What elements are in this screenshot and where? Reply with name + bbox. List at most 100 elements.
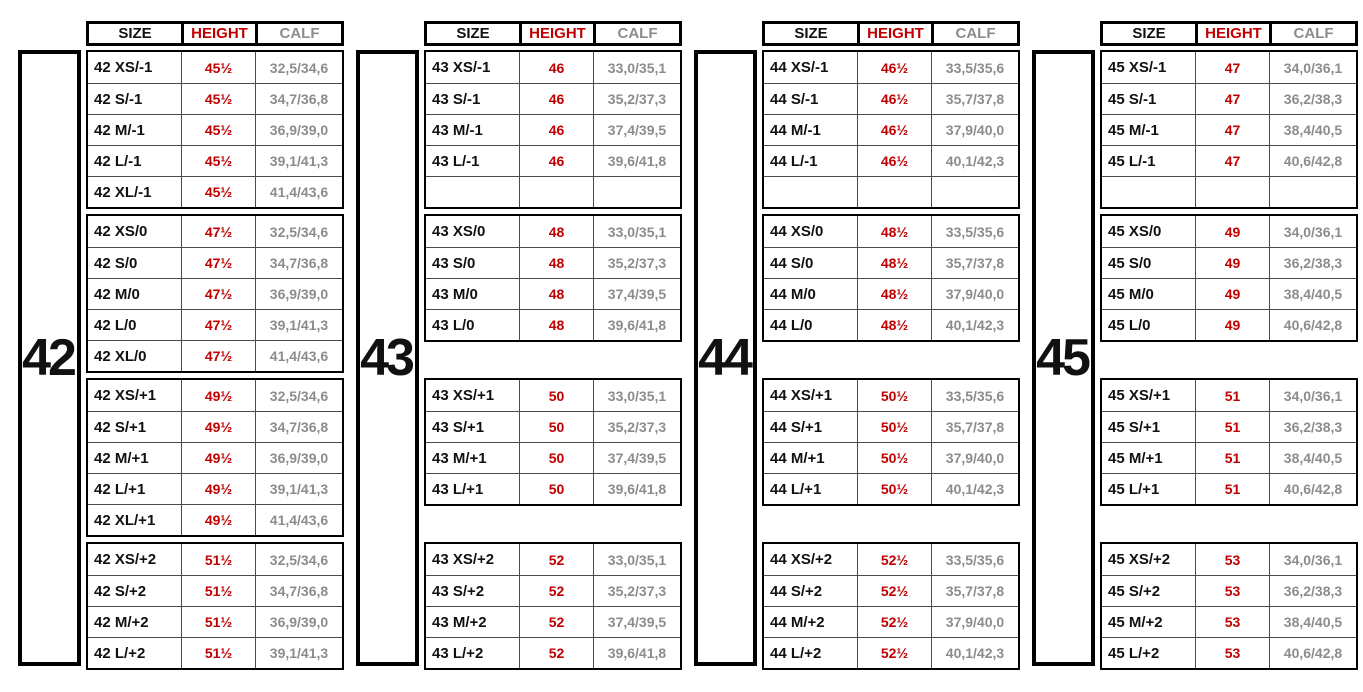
row-block-border: 44 XS/0 48½ 33,5/35,6 44 S/0 48½ 35,7/37,8 44 … (762, 214, 1020, 342)
table-row: 45 XS/+1 51 34,0/36,1 (1102, 380, 1356, 411)
row-block: 42 XS/-1 45½ 32,5/34,6 42 S/-1 45½ 34,7/36,8 4… (86, 50, 344, 209)
table-row: 42 M/0 47½ 36,9/39,0 (88, 278, 342, 309)
table-row: 45 M/0 49 38,4/40,5 (1102, 278, 1356, 309)
size-cell: 42 XS/+1 (94, 387, 157, 404)
calf-cell: 35,2/37,3 (593, 248, 680, 278)
size-cell: 42 M/+2 (94, 613, 149, 631)
group-body: 44 44 XS/-1 46½ 33,5/35,6 44 S/-1 46½ 35,7/37… (694, 50, 1020, 670)
table-row: 44 L/+2 52½ 40,1/42,3 (764, 637, 1018, 668)
calf-cell: 36,9/39,0 (255, 115, 342, 145)
calf-cell: 32,5/34,6 (255, 52, 342, 83)
calf-cell (1269, 177, 1356, 207)
table-row: 45 S/+1 51 36,2/38,3 (1102, 411, 1356, 442)
calf-cell: 32,5/34,6 (255, 544, 342, 575)
table-header: SIZE HEIGHT CALF (762, 21, 1020, 46)
height-cell: 50½ (857, 443, 931, 473)
table-row: 42 XL/-1 45½ 41,4/43,6 (88, 176, 342, 207)
height-cell: 53 (1195, 544, 1269, 575)
size-cell: 44 S/+2 (770, 582, 823, 600)
table-row: 43 XS/0 48 33,0/35,1 (426, 216, 680, 247)
size-cell: 44 XS/-1 (770, 59, 829, 76)
height-cell: 47 (1195, 115, 1269, 145)
height-cell (1195, 177, 1269, 207)
size-group-43: SIZE HEIGHT CALF 43 43 XS/-1 46 33,0/35,1 4… (356, 21, 682, 670)
calf-cell: 35,2/37,3 (593, 576, 680, 606)
calf-cell: 35,2/37,3 (593, 412, 680, 442)
table-row: 43 S/+2 52 35,2/37,3 (426, 575, 680, 606)
height-cell: 51 (1195, 443, 1269, 473)
table-row: 44 M/+2 52½ 37,9/40,0 (764, 606, 1018, 637)
size-table: 44 XS/-1 46½ 33,5/35,6 44 S/-1 46½ 35,7/37,8 4… (762, 50, 1020, 670)
calf-cell: 40,6/42,8 (1269, 146, 1356, 176)
size-cell: 43 XS/+2 (432, 551, 495, 568)
table-row: 42 L/+2 51½ 39,1/41,3 (88, 637, 342, 668)
calf-cell: 40,6/42,8 (1269, 638, 1356, 668)
size-cell: 44 S/+1 (770, 418, 823, 436)
table-row: 42 M/+2 51½ 36,9/39,0 (88, 606, 342, 637)
size-column-header: SIZE (456, 25, 490, 42)
table-row: 44 S/+1 50½ 35,7/37,8 (764, 411, 1018, 442)
height-cell: 48½ (857, 248, 931, 278)
height-cell: 46 (519, 52, 593, 83)
size-cell: 43 XS/+1 (432, 387, 495, 404)
height-cell: 47½ (181, 248, 255, 278)
height-cell: 52½ (857, 544, 931, 575)
calf-cell: 33,5/35,6 (931, 52, 1018, 83)
size-cell: 44 L/+1 (770, 480, 822, 498)
calf-column-header: CALF (1269, 24, 1355, 43)
calf-cell: 35,7/37,8 (931, 248, 1018, 278)
table-row: 45 S/0 49 36,2/38,3 (1102, 247, 1356, 278)
row-block: 42 XS/+1 49½ 32,5/34,6 42 S/+1 49½ 34,7/36,8 4… (86, 378, 344, 537)
size-cell (764, 177, 857, 207)
size-cell: 42 M/0 (94, 285, 140, 303)
row-block-border: 45 XS/-1 47 34,0/36,1 45 S/-1 47 36,2/38,3 45 … (1100, 50, 1358, 209)
height-cell: 51½ (181, 544, 255, 575)
height-cell: 49 (1195, 248, 1269, 278)
calf-cell: 39,6/41,8 (593, 146, 680, 176)
table-row: 43 M/+1 50 37,4/39,5 (426, 442, 680, 473)
table-row: 43 L/+2 52 39,6/41,8 (426, 637, 680, 668)
height-cell: 48 (519, 216, 593, 247)
calf-cell: 40,1/42,3 (931, 146, 1018, 176)
calf-cell: 33,5/35,6 (931, 544, 1018, 575)
height-cell: 47½ (181, 216, 255, 247)
row-block-border: 44 XS/+2 52½ 33,5/35,6 44 S/+2 52½ 35,7/37,8 4… (762, 542, 1020, 670)
table-row: 43 XS/+2 52 33,0/35,1 (426, 544, 680, 575)
row-block: 42 XS/+2 51½ 32,5/34,6 42 S/+2 51½ 34,7/36,8 4… (86, 542, 344, 670)
size-cell: 42 XL/0 (94, 347, 147, 365)
height-cell: 51 (1195, 474, 1269, 504)
calf-cell: 34,0/36,1 (1269, 216, 1356, 247)
size-cell: 45 L/+2 (1108, 644, 1160, 662)
size-cell: 45 M/+2 (1108, 613, 1163, 631)
calf-cell: 39,1/41,3 (255, 310, 342, 340)
calf-cell (593, 177, 680, 207)
row-block: 45 XS/+2 53 34,0/36,1 45 S/+2 53 36,2/38,3 45 … (1100, 542, 1358, 670)
height-cell: 52 (519, 576, 593, 606)
size-table: 45 XS/-1 47 34,0/36,1 45 S/-1 47 36,2/38,3 45 … (1100, 50, 1358, 670)
calf-cell: 39,1/41,3 (255, 474, 342, 504)
table-row: 45 XS/-1 47 34,0/36,1 (1102, 52, 1356, 83)
size-cell: 45 L/-1 (1108, 152, 1156, 170)
size-column-header: SIZE (118, 25, 152, 42)
calf-cell: 41,4/43,6 (255, 177, 342, 207)
calf-cell: 39,6/41,8 (593, 474, 680, 504)
size-cell: 44 L/-1 (770, 152, 818, 170)
table-row: 45 XS/+2 53 34,0/36,1 (1102, 544, 1356, 575)
size-cell: 43 M/0 (432, 285, 478, 303)
height-cell: 49½ (181, 474, 255, 504)
table-row: 44 S/0 48½ 35,7/37,8 (764, 247, 1018, 278)
table-row: 44 L/+1 50½ 40,1/42,3 (764, 473, 1018, 504)
table-header: SIZE HEIGHT CALF (1100, 21, 1358, 46)
calf-cell: 38,4/40,5 (1269, 607, 1356, 637)
table-row: 43 S/-1 46 35,2/37,3 (426, 83, 680, 114)
height-cell: 47 (1195, 52, 1269, 83)
calf-cell: 36,2/38,3 (1269, 576, 1356, 606)
height-cell: 52 (519, 607, 593, 637)
size-cell: 43 M/+1 (432, 449, 487, 467)
table-row: 42 XL/+1 49½ 41,4/43,6 (88, 504, 342, 535)
calf-column-header: CALF (255, 24, 341, 43)
calf-cell: 35,7/37,8 (931, 412, 1018, 442)
group-size-label: 45 (1032, 50, 1095, 666)
height-cell: 52½ (857, 638, 931, 668)
size-column-header: SIZE (794, 25, 828, 42)
